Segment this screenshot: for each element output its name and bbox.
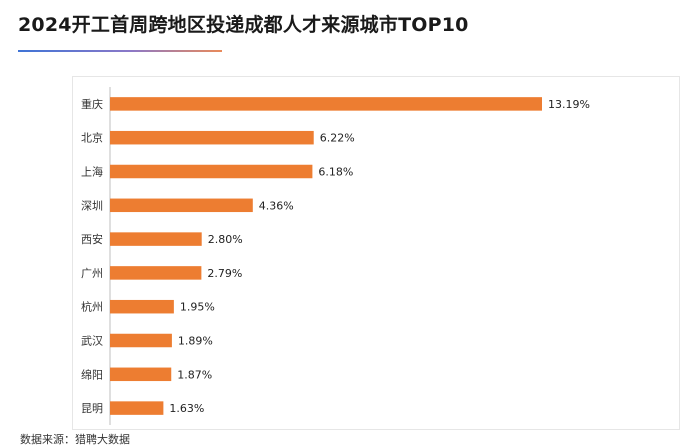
category-label: 上海: [81, 165, 103, 179]
title-underline: [18, 50, 222, 52]
bar: [110, 232, 202, 246]
data-label: 1.95%: [180, 301, 215, 314]
bar: [110, 198, 253, 213]
bar: [110, 299, 174, 314]
bar: [110, 97, 542, 111]
category-label: 广州: [81, 267, 103, 280]
category-label: 武汉: [81, 335, 103, 348]
category-label: 杭州: [81, 300, 103, 314]
page-title: 2024开工首周跨地区投递成都人才来源城市TOP10: [18, 14, 469, 36]
category-label: 昆明: [81, 402, 103, 415]
category-label: 北京: [81, 131, 103, 145]
bar: [110, 367, 172, 382]
bar: [110, 130, 314, 145]
data-label: 1.87%: [177, 368, 212, 381]
bar: [110, 401, 164, 415]
category-label: 西安: [81, 232, 103, 246]
data-label: 2.79%: [207, 267, 242, 280]
bar: [110, 164, 313, 179]
data-label: 6.22%: [320, 132, 355, 145]
chart-frame: [72, 76, 680, 430]
data-label: 1.63%: [169, 402, 204, 415]
data-label: 4.36%: [259, 199, 294, 212]
category-label: 重庆: [81, 97, 103, 111]
category-label: 深圳: [81, 199, 103, 212]
bar: [110, 333, 172, 348]
data-label: 2.80%: [208, 233, 243, 246]
data-source-note: 数据来源：猎聘大数据: [20, 433, 130, 446]
data-label: 6.18%: [318, 166, 353, 179]
bar: [110, 266, 202, 280]
category-label: 绵阳: [81, 367, 103, 381]
data-label: 13.19%: [548, 98, 590, 111]
data-label: 1.89%: [178, 335, 213, 348]
